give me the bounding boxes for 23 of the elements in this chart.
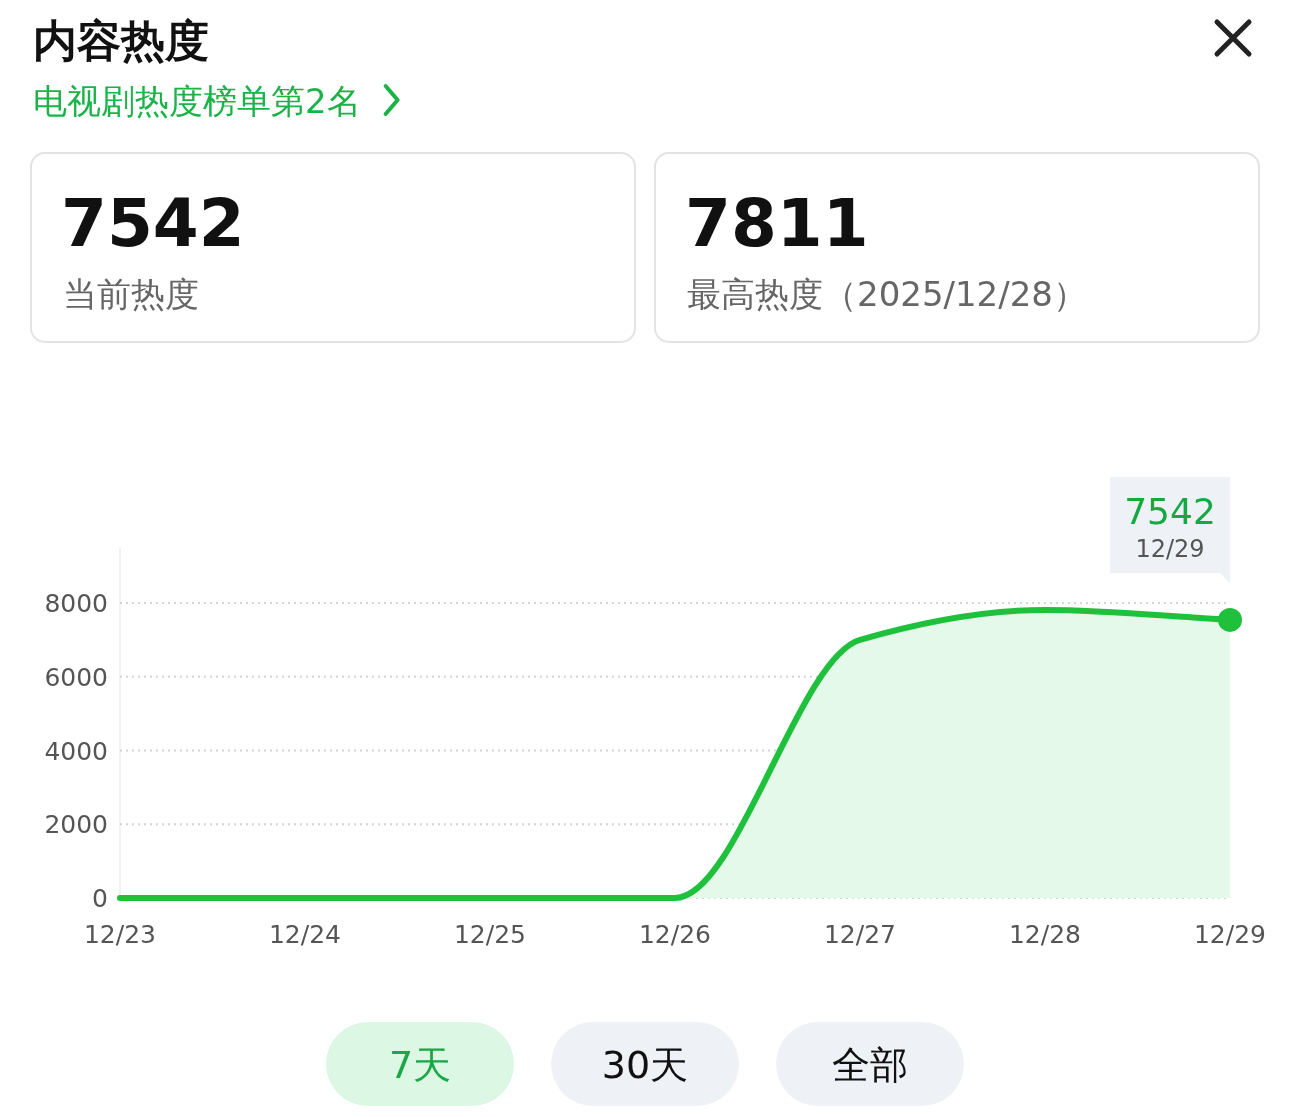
text: 最高热度（2025/12/28）	[687, 274, 1087, 314]
text: 7542	[61, 185, 245, 262]
x-tick-label: 12/25	[453, 920, 527, 949]
x-tick-label: 12/24	[268, 920, 342, 949]
y-tick-label: 6000	[44, 662, 108, 692]
text: 7天	[388, 1043, 452, 1087]
annotation: 7542	[1124, 491, 1216, 532]
y-tick-label: 0	[92, 884, 108, 913]
y-tick-label: 4000	[44, 736, 108, 766]
x-tick-label: 12/29	[1193, 920, 1267, 949]
text: 30天	[601, 1043, 689, 1087]
annotation: 12/29	[1135, 535, 1205, 563]
x-tick-label: 12/26	[638, 920, 712, 949]
y-tick-label: 8000	[44, 589, 108, 618]
chart-subtitle: 电视剧热度榜单第2名	[33, 81, 361, 121]
x-tick-label: 12/28	[1008, 920, 1082, 949]
text: 7811	[685, 185, 869, 262]
x-tick-label: 12/23	[83, 920, 157, 949]
x-tick-label: 12/27	[823, 920, 897, 949]
text: 全部	[832, 1043, 908, 1087]
y-tick-label: 2000	[44, 810, 108, 840]
text: 当前热度	[63, 274, 199, 314]
chart-title: 内容热度	[33, 15, 209, 66]
